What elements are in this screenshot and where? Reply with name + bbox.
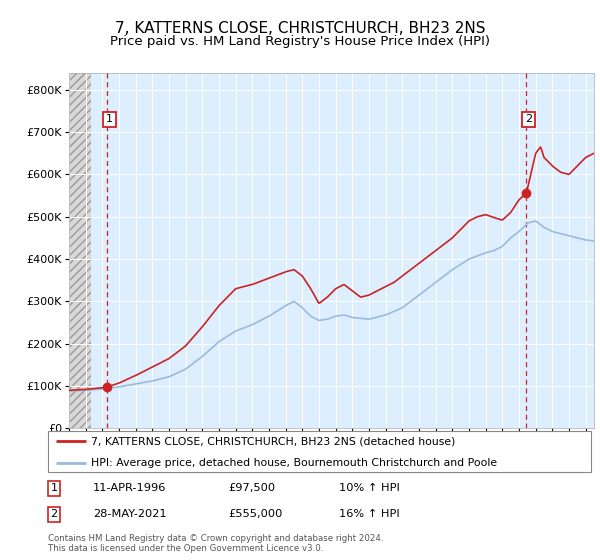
Text: 7, KATTERNS CLOSE, CHRISTCHURCH, BH23 2NS: 7, KATTERNS CLOSE, CHRISTCHURCH, BH23 2N… xyxy=(115,21,485,36)
Text: 7, KATTERNS CLOSE, CHRISTCHURCH, BH23 2NS (detached house): 7, KATTERNS CLOSE, CHRISTCHURCH, BH23 2N… xyxy=(91,436,456,446)
Text: 10% ↑ HPI: 10% ↑ HPI xyxy=(339,483,400,493)
Text: 1: 1 xyxy=(50,483,58,493)
Bar xyxy=(69,73,91,428)
Text: 16% ↑ HPI: 16% ↑ HPI xyxy=(339,509,400,519)
Text: £97,500: £97,500 xyxy=(228,483,275,493)
Text: 2: 2 xyxy=(525,114,532,124)
Text: Contains HM Land Registry data © Crown copyright and database right 2024.
This d: Contains HM Land Registry data © Crown c… xyxy=(48,534,383,553)
Text: 2: 2 xyxy=(50,509,58,519)
Text: 1: 1 xyxy=(106,114,113,124)
Text: £555,000: £555,000 xyxy=(228,509,283,519)
Text: HPI: Average price, detached house, Bournemouth Christchurch and Poole: HPI: Average price, detached house, Bour… xyxy=(91,458,497,468)
Text: 11-APR-1996: 11-APR-1996 xyxy=(93,483,166,493)
Text: Price paid vs. HM Land Registry's House Price Index (HPI): Price paid vs. HM Land Registry's House … xyxy=(110,35,490,48)
Text: 28-MAY-2021: 28-MAY-2021 xyxy=(93,509,167,519)
